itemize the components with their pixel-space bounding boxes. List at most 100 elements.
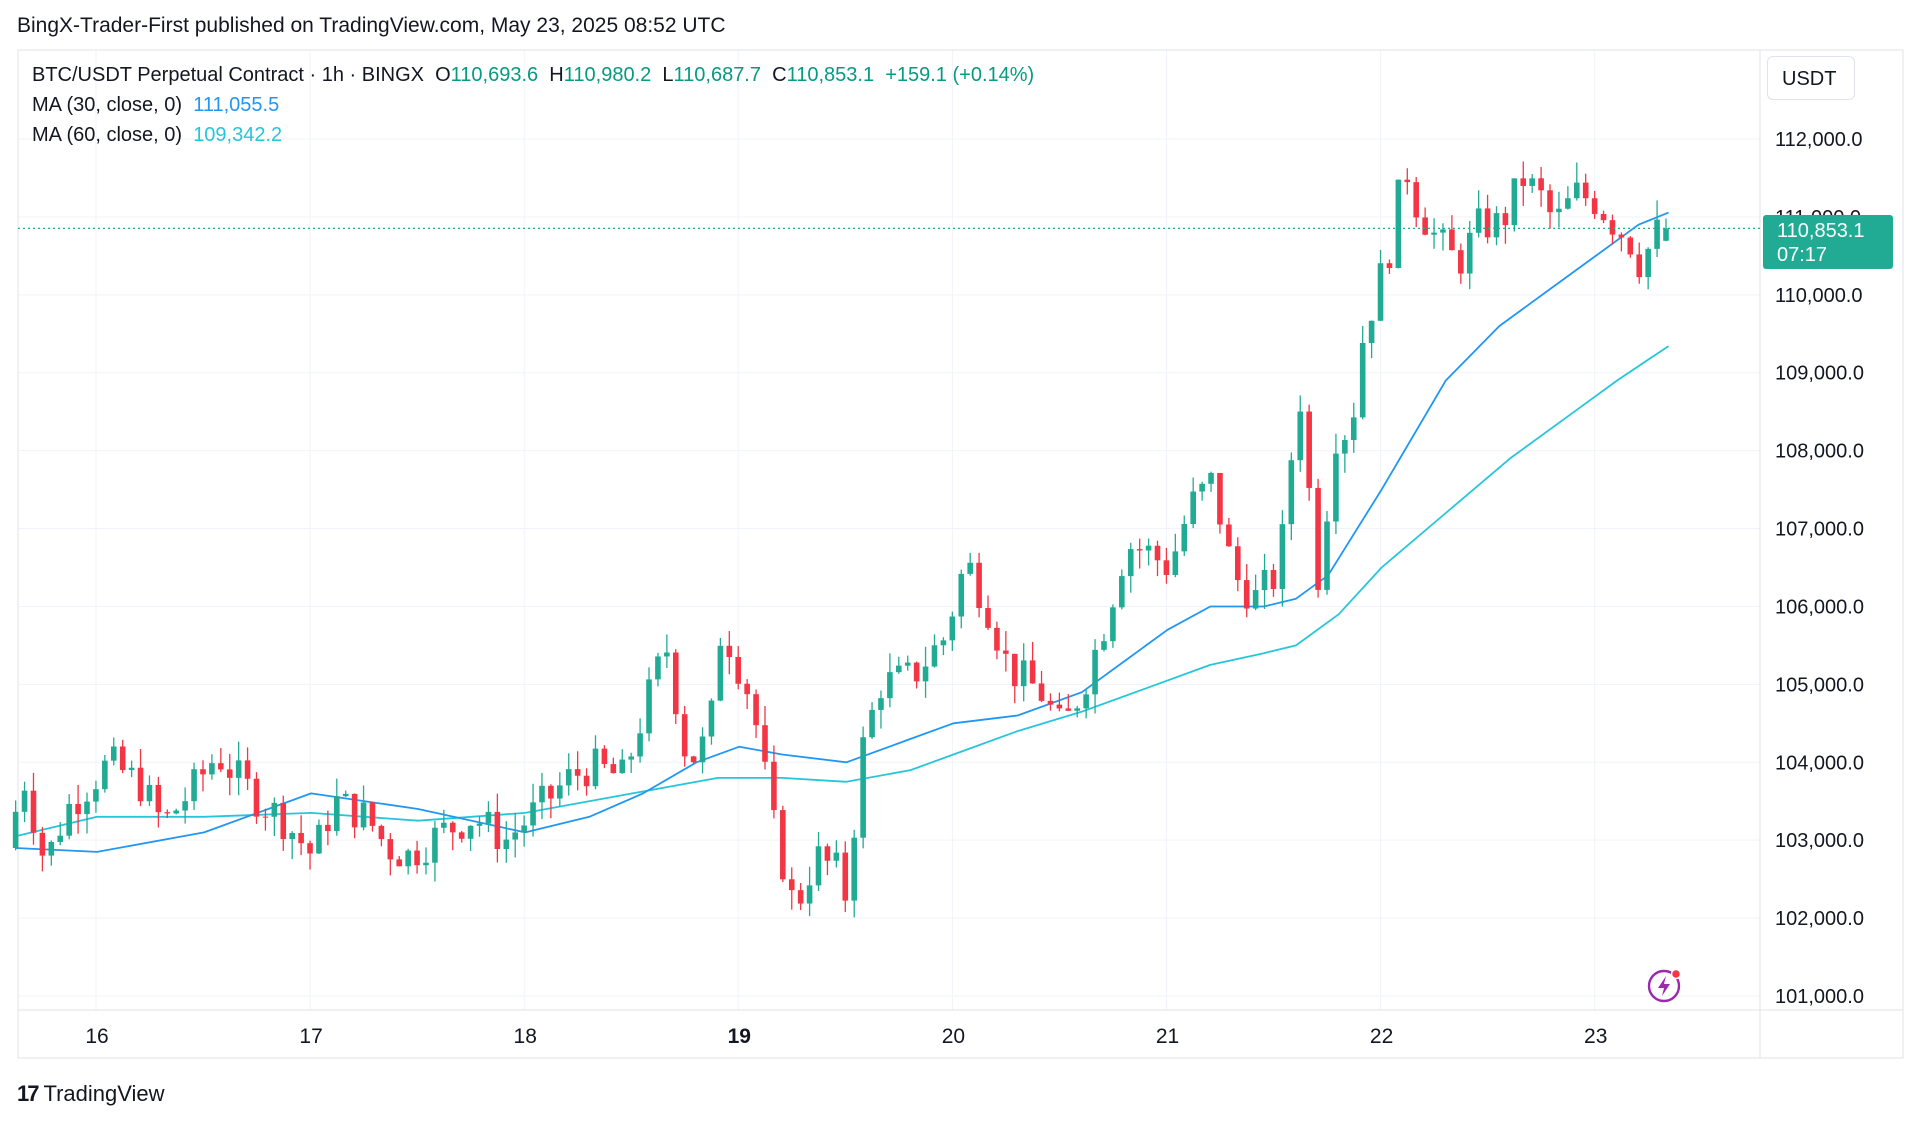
candle [744,679,750,710]
candle-body [1324,521,1330,590]
candle-body [922,666,929,682]
candle [1020,643,1027,702]
candle [1003,631,1009,672]
candle-body [904,662,911,666]
candlesticks [12,161,1669,918]
candle-body [449,822,456,833]
candle-body [1565,198,1571,209]
chart-frame [17,49,1904,1059]
candle [1627,236,1634,258]
candle-body [316,824,322,854]
chart-border [17,49,1904,1059]
candle [681,706,688,767]
candle [557,772,563,807]
legend-ma30-row[interactable]: MA (30, close, 0) 111,055.5 [32,94,279,117]
candle [30,772,37,845]
candle [503,821,510,863]
candle-body [1404,179,1411,183]
candle-body [1600,213,1607,221]
currency-selector[interactable]: USDT [1767,56,1855,100]
candle [173,808,180,815]
candle-body [485,811,492,824]
candle [1618,232,1625,252]
candle-body [1226,524,1232,547]
candle-body [1154,545,1161,561]
candle-body [681,714,688,757]
candle [39,827,46,872]
time-axis[interactable]: 16 17 18 19 20 21 22 23 [85,1025,1607,1048]
candle [1663,218,1669,242]
candle [869,702,875,739]
candle [57,822,64,846]
candle [788,867,795,910]
candle-body [253,778,260,817]
candle [1386,259,1393,274]
candle-body [539,785,545,803]
candle [1083,689,1089,719]
candle [93,780,99,813]
candle [1074,705,1081,718]
candle [806,866,813,917]
candle-body [378,825,385,840]
candle-body [244,760,251,779]
flash-icon[interactable] [1647,967,1683,1003]
candle [1127,542,1134,593]
candle-body [503,839,510,850]
candle-body [289,832,295,840]
candle-body [200,769,206,775]
candle [191,762,197,811]
candle [1466,221,1473,290]
candle-body [913,662,920,682]
candle-body [1181,524,1188,552]
candle-body [226,769,233,778]
legend-ma60-row[interactable]: MA (60, close, 0) 109,342.2 [32,124,282,147]
candle-body [1529,178,1535,186]
candle-body [949,616,956,641]
candle [583,768,590,796]
candle-body [860,737,866,838]
candle-body [1636,254,1643,278]
candle-body [387,839,394,860]
candle-body [1252,590,1259,609]
candle-body [869,709,875,738]
candle [262,808,269,831]
candle-body [1333,453,1339,522]
candle [664,634,670,668]
tradingview-brand[interactable]: 17 TradingView [17,1081,165,1107]
candle [771,745,777,819]
candle [182,787,188,824]
candle [1529,174,1535,193]
low-value: 110,687.7 [673,64,762,86]
candle-body [75,803,81,815]
candle-body [1618,234,1625,238]
candle-body [1172,551,1179,575]
date-tick-label: 19 [728,1025,751,1048]
candle-body [1261,569,1268,591]
candle [985,595,991,630]
candle [325,810,331,846]
candle-body [1449,229,1455,251]
price-tick-label: 109,000.0 [1775,363,1864,385]
candle [780,805,786,883]
candle [574,751,581,791]
candle [1645,247,1651,290]
candle-body [628,756,634,760]
candle [994,621,1000,660]
candle [1565,186,1571,210]
low-label: L [662,64,674,86]
candle [1324,510,1330,595]
price-axis[interactable]: 101,000.0 102,000.0 103,000.0 104,000.0 105,… [1775,129,1864,1008]
candle [1092,639,1098,714]
candle [655,652,661,687]
candle-body [762,725,768,762]
candle [476,815,483,837]
candle [521,815,527,847]
candle [137,748,144,807]
candle-body [931,645,938,667]
ma60-polyline [15,345,1670,838]
price-tick-label: 107,000.0 [1775,519,1864,541]
candle [1306,404,1312,501]
candle [1056,692,1063,712]
legend-symbol-row[interactable]: BTC/USDT Perpetual Contract · 1h · BINGX… [32,64,1034,87]
